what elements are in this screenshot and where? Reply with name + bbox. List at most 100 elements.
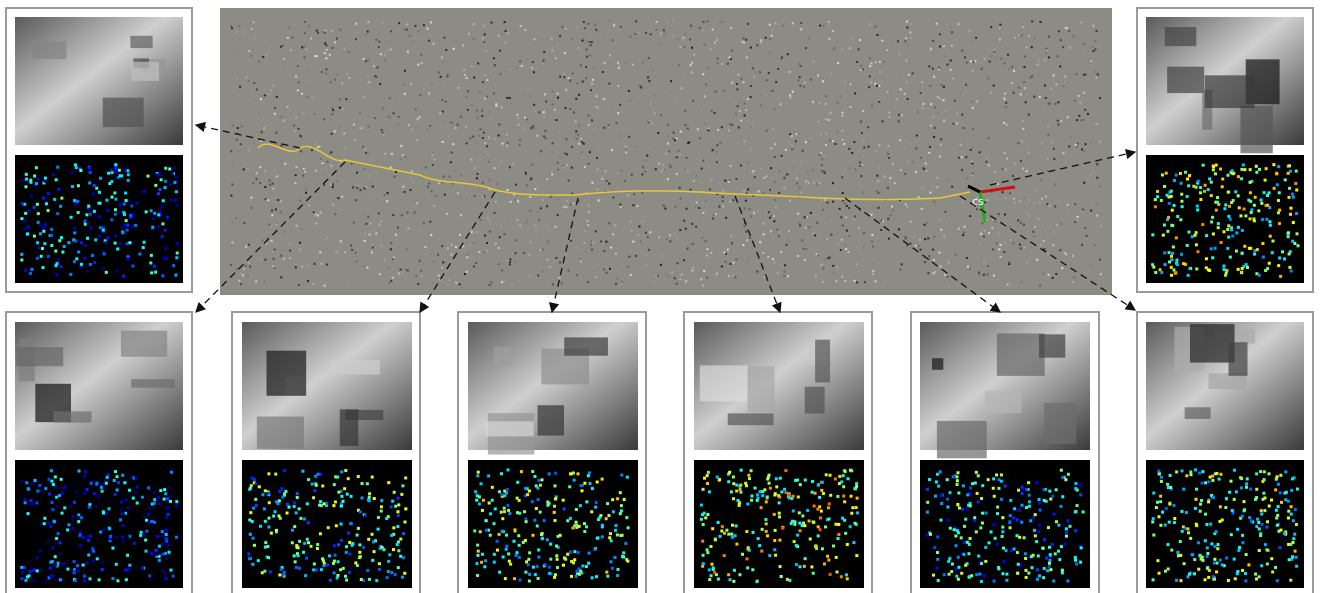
- map-point: [423, 75, 426, 78]
- depth-point: [1207, 500, 1211, 504]
- depth-point: [773, 548, 777, 552]
- map-point: [295, 75, 298, 78]
- depth-point: [1230, 509, 1234, 513]
- map-point: [577, 142, 580, 145]
- depth-point: [606, 502, 610, 506]
- map-point: [363, 187, 366, 190]
- map-point: [445, 212, 448, 215]
- map-point: [543, 51, 546, 54]
- map-point: [581, 80, 584, 83]
- depth-point: [92, 209, 96, 213]
- depth-point: [126, 199, 130, 203]
- depth-point: [265, 555, 269, 559]
- map-point: [249, 248, 252, 251]
- depth-point: [735, 542, 739, 546]
- map-point: [575, 25, 578, 28]
- depth-point: [616, 567, 620, 571]
- map-point: [493, 167, 496, 170]
- depth-point: [42, 229, 46, 233]
- depth-point: [1247, 246, 1251, 250]
- map-point: [325, 48, 328, 51]
- map-point: [461, 186, 464, 189]
- map-point: [591, 181, 594, 184]
- depth-point: [1253, 252, 1257, 256]
- depth-point: [778, 495, 782, 499]
- map-point: [910, 143, 913, 146]
- map-point: [632, 240, 635, 243]
- depth-point: [79, 516, 83, 520]
- map-point: [317, 31, 320, 34]
- map-point: [555, 119, 558, 122]
- depth-point: [1294, 522, 1298, 526]
- depth-point: [1209, 194, 1213, 198]
- map-point: [850, 37, 853, 40]
- map-point: [462, 44, 465, 47]
- map-point: [986, 273, 989, 276]
- map-point: [441, 60, 444, 63]
- map-point: [1066, 208, 1069, 211]
- map-point: [653, 280, 656, 283]
- map-point: [1063, 201, 1066, 204]
- depth-point: [1219, 472, 1223, 476]
- depth-point: [392, 532, 396, 536]
- depth-point: [298, 539, 302, 543]
- depth-point: [818, 528, 822, 532]
- map-point: [667, 123, 670, 126]
- map-point: [1020, 84, 1023, 87]
- map-point: [824, 198, 827, 201]
- map-point: [549, 195, 552, 198]
- map-point: [1081, 210, 1084, 213]
- map-point: [459, 195, 462, 198]
- map-point: [841, 111, 844, 114]
- map-point: [904, 237, 907, 240]
- map-point: [462, 245, 465, 248]
- depth-point: [1211, 474, 1215, 478]
- map-point: [692, 266, 695, 269]
- depth-point: [167, 550, 171, 554]
- map-point: [546, 178, 549, 181]
- depth-point: [118, 242, 122, 246]
- depth-point: [797, 511, 801, 515]
- map-point: [559, 261, 562, 264]
- map-point: [653, 141, 656, 144]
- map-point: [978, 273, 981, 276]
- depth-point: [38, 223, 42, 227]
- map-point: [486, 216, 489, 219]
- depth-point: [1247, 563, 1251, 567]
- depth-point: [794, 478, 798, 482]
- map-point: [905, 155, 908, 158]
- depth-point: [92, 549, 96, 553]
- map-point: [692, 179, 695, 182]
- map-point: [1039, 243, 1042, 246]
- map-point: [682, 259, 685, 262]
- map-point: [279, 45, 282, 48]
- map-point: [714, 213, 717, 216]
- depth-point: [94, 238, 98, 242]
- map-point: [490, 21, 493, 24]
- map-point: [848, 235, 851, 238]
- map-point: [718, 21, 721, 24]
- depth-point: [1240, 177, 1244, 181]
- depth-point: [738, 501, 742, 505]
- map-point: [841, 129, 844, 132]
- depth-point: [778, 538, 782, 542]
- depth-point: [81, 563, 85, 567]
- map-point: [977, 203, 980, 206]
- map-point: [886, 186, 889, 189]
- map-point: [305, 272, 308, 275]
- depth-point: [534, 484, 538, 488]
- map-point: [1043, 58, 1046, 61]
- map-point: [806, 216, 809, 219]
- map-point: [776, 272, 779, 275]
- map-point: [551, 173, 554, 176]
- depth-point: [281, 573, 285, 577]
- map-point: [795, 177, 798, 180]
- depth-point: [1200, 498, 1204, 502]
- map-point: [259, 98, 262, 101]
- map-point: [299, 134, 302, 137]
- depth-point: [577, 567, 581, 571]
- depth-point: [1261, 479, 1265, 483]
- depth-point: [499, 510, 503, 514]
- map-point: [347, 51, 350, 54]
- map-point: [876, 84, 879, 87]
